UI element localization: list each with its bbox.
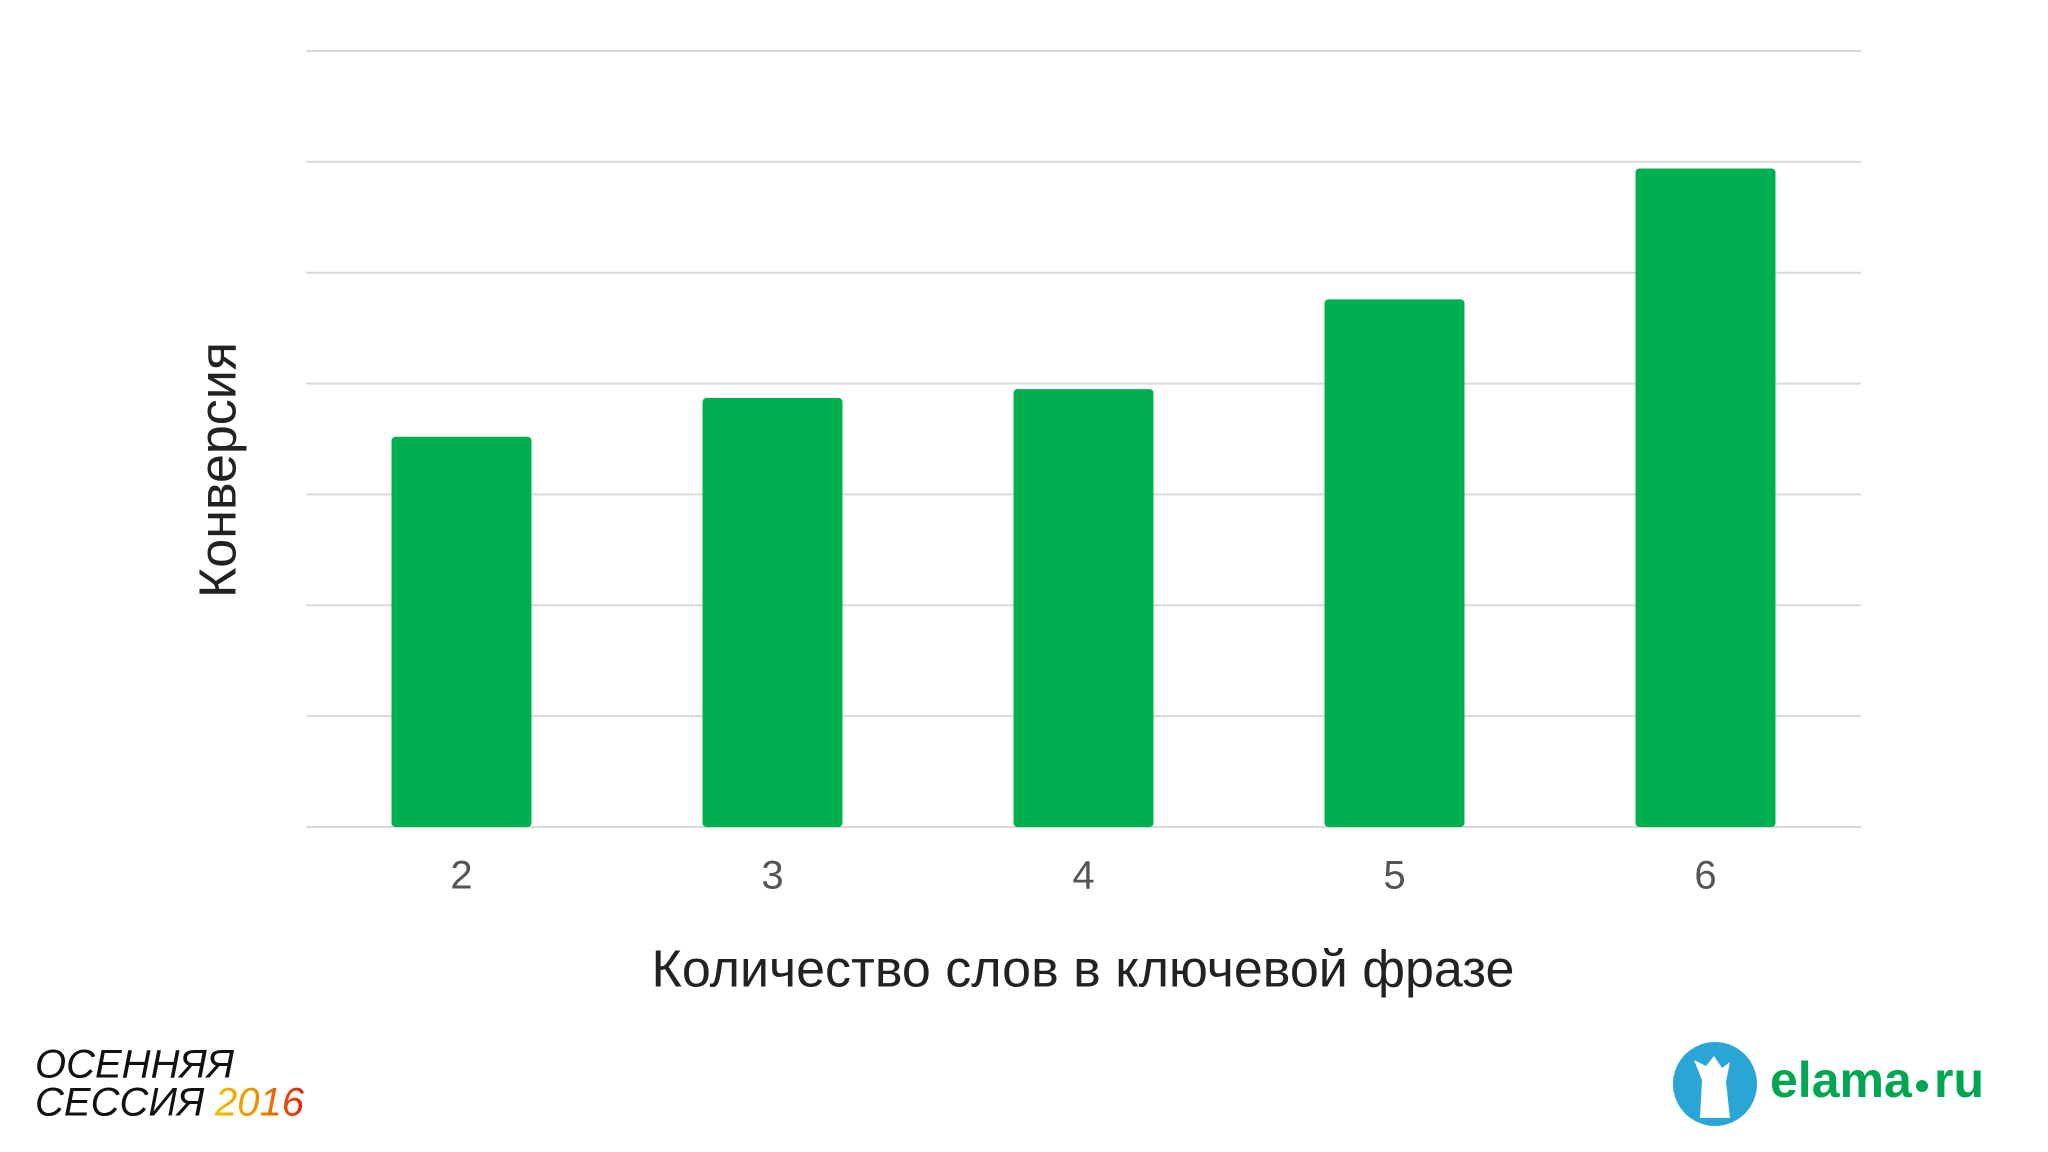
event-year: 2016 <box>214 1081 305 1125</box>
x-tick-label: 4 <box>1072 854 1094 898</box>
bar <box>1635 168 1776 828</box>
event-line: ОСЕННЯЯ <box>35 1043 235 1087</box>
bar <box>1324 299 1465 827</box>
logo-name: elama <box>1770 1052 1913 1108</box>
bar <box>702 397 843 827</box>
elama-logo: elama ru <box>1673 1042 1984 1126</box>
event-logo: ОСЕННЯЯ СЕССИЯ 2016 <box>35 1043 305 1125</box>
bar <box>391 436 532 827</box>
bar <box>1013 389 1154 827</box>
x-tick-label: 2 <box>450 854 472 898</box>
x-tick-label: 3 <box>761 854 783 898</box>
logo-dot <box>1916 1080 1928 1092</box>
logo-llama <box>1694 1056 1730 1118</box>
x-tick-label: 6 <box>1694 854 1716 898</box>
event-line: СЕССИЯ <box>35 1081 205 1125</box>
x-tick-label: 5 <box>1383 854 1405 898</box>
x-axis-label: Количество слов в ключевой фразе <box>652 941 1515 999</box>
y-axis-label: Конверсия <box>190 342 248 598</box>
logo-domain: ru <box>1934 1052 1984 1108</box>
